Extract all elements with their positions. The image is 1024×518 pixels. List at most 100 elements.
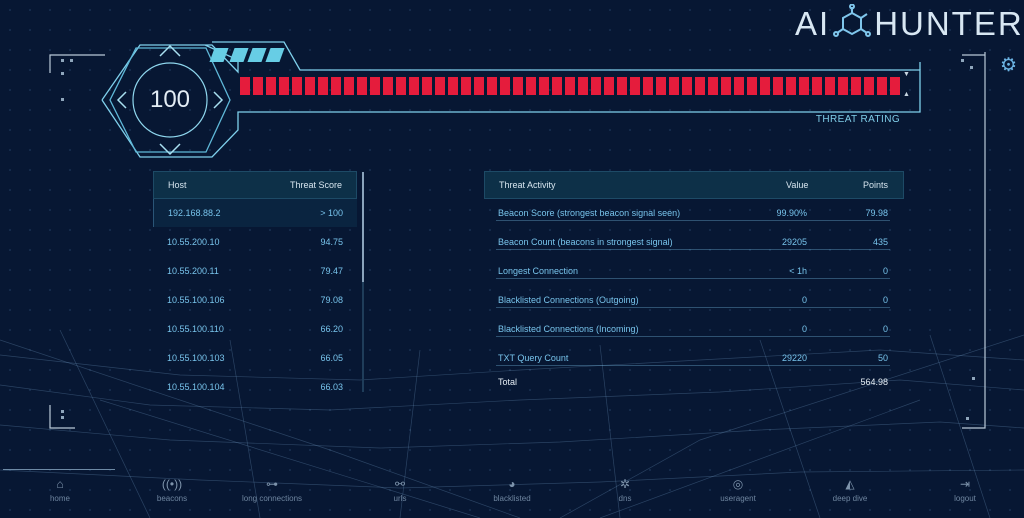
logo-text-ai: AI [795,5,831,42]
wireframe-floor [0,330,1024,518]
host-row[interactable]: 10.55.200.10 94.75 [153,228,357,256]
activity-row: Blacklisted Connections (Incoming) 0 0 [484,315,904,343]
threat-bar-segment [305,77,315,95]
nav-logout[interactable]: ⇥ logout [915,476,1015,503]
threat-bar-segment [786,77,796,95]
activity-name: Beacon Score (strongest beacon signal se… [498,208,681,218]
host-row[interactable]: 10.55.100.103 66.05 [153,344,357,372]
threat-bar-segment [487,77,497,95]
dns-wheel-icon: ✲ [619,477,631,491]
threat-bar-segment [383,77,393,95]
hosts-scrollbar-thumb[interactable] [362,172,364,282]
hosts-scrollbar[interactable] [362,172,364,392]
row-underline [496,278,890,279]
indicator-chip [265,48,285,62]
activity-row: TXT Query Count 29220 50 [484,344,904,372]
threat-bar-segment [604,77,614,95]
activity-value: 29205 [781,237,807,247]
threat-bar-segment [812,77,822,95]
frame-dot [70,59,73,62]
host-threat-score: 66.20 [320,324,343,334]
activity-points: 0 [882,266,888,276]
activity-name: Blacklisted Connections (Outgoing) [498,295,639,305]
host-row[interactable]: 10.55.100.110 66.20 [153,315,357,343]
row-underline [496,220,890,221]
host-address: 192.168.88.2 [168,208,221,218]
threat-bar-segment [318,77,328,95]
threat-bar-segment [370,77,380,95]
threat-bar-segment [864,77,874,95]
activity-name: Blacklisted Connections (Incoming) [498,324,639,334]
threat-bar-segment [240,77,250,95]
activity-name: Beacon Count (beacons in strongest signa… [498,237,673,247]
activity-value: 99.90% [776,208,807,218]
nav-useragent[interactable]: ◎ useragent [688,476,788,503]
row-underline [496,336,890,337]
activity-value: 29220 [781,353,807,363]
frame-dot [966,417,969,420]
fingerprint-icon: ◎ [732,477,744,491]
host-threat-score: 79.08 [320,295,343,305]
activity-value: < 1h [789,266,807,276]
threat-bar-segment [747,77,757,95]
nav-beacons[interactable]: ((•)) beacons [122,476,222,503]
threat-bar-segment [292,77,302,95]
activity-name: Longest Connection [498,266,579,276]
gear-icon[interactable]: ⚙ [1000,55,1018,76]
threat-bar-segment [500,77,510,95]
host-row[interactable]: 10.55.100.106 79.08 [153,286,357,314]
app-logo: AI HUNTER [795,4,1024,44]
host-row[interactable]: 192.168.88.2 > 100 [153,199,357,227]
threat-bar-segment [721,77,731,95]
host-address: 10.55.200.10 [167,237,220,247]
frame-dot [61,59,64,62]
value-column-header: Value [786,180,809,190]
host-row[interactable]: 10.55.200.11 79.47 [153,257,357,285]
host-threat-score: > 100 [320,208,343,218]
nav-label: useragent [720,494,756,503]
host-row[interactable]: 10.55.100.104 66.03 [153,373,357,401]
threat-bar-segment [838,77,848,95]
hosts-table-header: Host Threat Score [153,171,357,199]
threat-bar-segment [513,77,523,95]
frame-dot [970,66,973,69]
bar-down-arrow-icon: ▲ [903,91,910,98]
threat-bar-segment [695,77,705,95]
threat-bar-segment [669,77,679,95]
host-threat-score: 66.03 [320,382,343,392]
threat-bar-segment [682,77,692,95]
logo-text-hunter: HUNTER [874,5,1024,42]
threat-bar-segment [448,77,458,95]
home-icon: ⌂ [56,477,64,491]
nav-deep-dive[interactable]: ◭ deep dive [800,476,900,503]
total-points: 564.98 [860,377,888,387]
indicator-chip [209,48,229,62]
bar-up-arrow-icon: ▼ [903,71,910,78]
nav-blacklisted[interactable]: ◕ blacklisted [462,476,562,503]
nav-dns[interactable]: ✲ dns [575,476,675,503]
threat-bar-segment [474,77,484,95]
threat-bar-segment [851,77,861,95]
activity-row: Beacon Score (strongest beacon signal se… [484,199,904,227]
threat-bar-segment [565,77,575,95]
nav-urls[interactable]: ⚯ urls [350,476,450,503]
nav-home[interactable]: ⌂ home [10,476,110,503]
threat-bar-segment [734,77,744,95]
frame-dot [61,98,64,101]
nav-long-connections[interactable]: ⊶ long connections [222,476,322,503]
activity-points: 50 [877,353,888,363]
activity-row: Beacon Count (beacons in strongest signa… [484,228,904,256]
row-underline [496,249,890,250]
threat-bar-segment [578,77,588,95]
points-column-header: Points [862,180,888,190]
activity-name: TXT Query Count [498,353,569,363]
nav-label: deep dive [832,494,868,503]
activity-points: 0 [882,324,888,334]
activity-value: 0 [801,295,807,305]
nav-label: beacons [156,494,188,503]
threat-bar-segment [708,77,718,95]
threat-bar-segment [630,77,640,95]
activity-points: 0 [882,295,888,305]
row-underline [496,365,890,366]
host-address: 10.55.100.106 [167,295,225,305]
